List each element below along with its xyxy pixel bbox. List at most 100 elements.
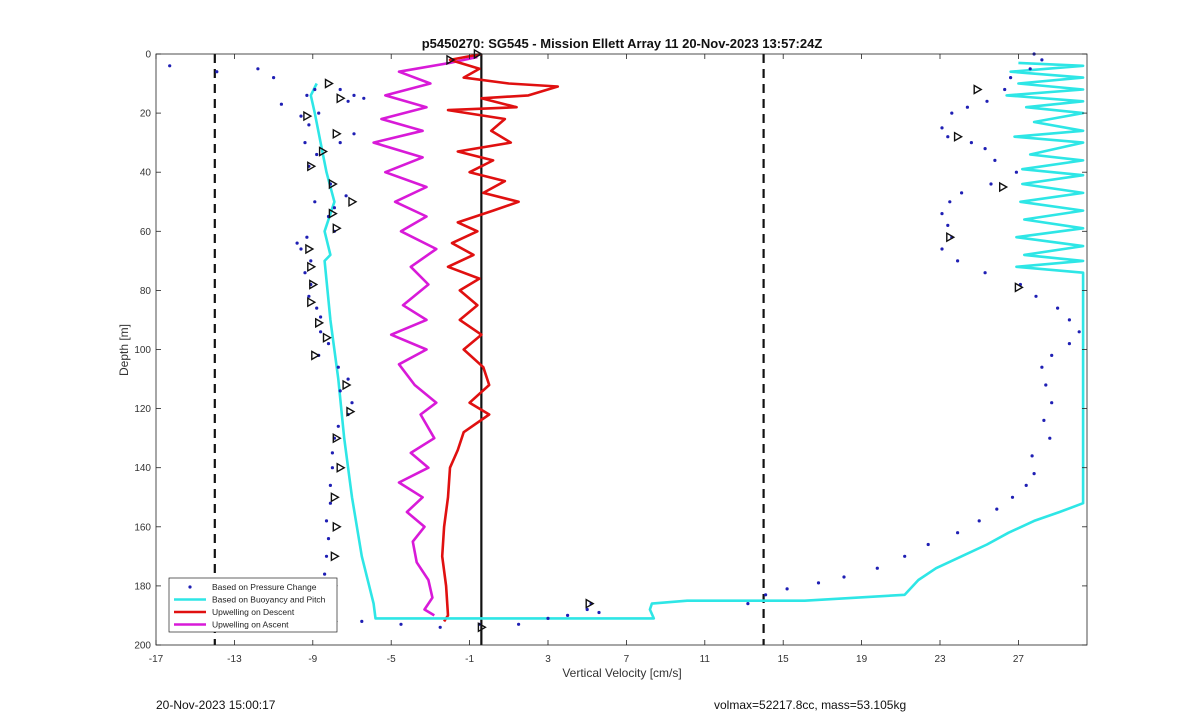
pressure-change-point	[1034, 294, 1038, 298]
pressure-change-point	[1003, 87, 1007, 92]
series-line-based-on-buoyancy-and-pitch	[309, 61, 1085, 620]
triangle-marker	[318, 146, 329, 157]
y-tick-label: 180	[134, 581, 151, 592]
x-tick-label: -9	[308, 654, 317, 665]
x-tick-label: 23	[934, 654, 946, 665]
pressure-change-point	[346, 377, 350, 381]
y-tick-label: 160	[134, 522, 151, 533]
y-tick-label: 40	[140, 168, 152, 179]
triangle-marker	[303, 110, 313, 122]
pressure-change-point	[965, 105, 970, 109]
pressure-change-point	[305, 93, 309, 97]
pressure-change-point	[1009, 76, 1013, 80]
legend-swatch	[188, 585, 192, 589]
pressure-change-point	[1050, 353, 1054, 357]
pressure-change-point	[303, 141, 307, 145]
pressure-change-point	[307, 123, 311, 127]
pressure-change-point	[948, 200, 952, 204]
pressure-change-point	[746, 602, 750, 606]
pressure-change-point	[764, 593, 768, 597]
triangle-marker	[477, 622, 487, 633]
pressure-change-point	[517, 622, 521, 626]
series-line-upwelling-on-ascent	[372, 55, 478, 617]
triangle-marker	[311, 350, 321, 361]
triangle-marker	[322, 332, 332, 343]
pressure-change-point	[875, 566, 879, 570]
pressure-change-point	[324, 519, 329, 523]
pressure-change-point	[995, 507, 999, 511]
triangle-marker	[585, 598, 595, 609]
y-tick-label: 0	[145, 50, 151, 61]
x-axis-label: Vertical Velocity [cm/s]	[562, 666, 681, 680]
triangle-marker	[946, 231, 956, 243]
y-axis-label: Depth [m]	[117, 324, 131, 376]
pressure-change-point	[842, 575, 846, 579]
pressure-change-point	[256, 67, 260, 71]
x-tick-label: 3	[545, 654, 551, 665]
triangle-marker	[446, 54, 456, 66]
pressure-change-point	[816, 581, 821, 585]
triangle-marker	[309, 279, 319, 290]
triangle-marker	[336, 93, 346, 104]
pressure-change-point	[360, 619, 364, 624]
pressure-change-point	[940, 126, 944, 130]
triangle-marker	[307, 261, 317, 273]
pressure-change-point	[330, 451, 334, 455]
pressure-change-point	[346, 99, 350, 103]
triangle-marker	[332, 432, 342, 444]
triangle-marker	[324, 78, 334, 89]
pressure-change-point	[344, 194, 348, 198]
pressure-change-point	[1042, 418, 1046, 422]
y-tick-label: 20	[140, 109, 152, 120]
triangle-marker	[973, 84, 983, 95]
triangle-marker	[348, 196, 358, 208]
x-tick-label: -13	[227, 654, 242, 665]
pressure-change-point	[326, 537, 331, 541]
footer-timestamp: 20-Nov-2023 15:00:17	[156, 698, 276, 712]
triangle-marker	[307, 296, 317, 308]
pressure-change-point	[303, 271, 307, 275]
chart-title: p5450270: SG545 - Mission Ellett Array 1…	[422, 36, 823, 51]
pressure-change-point	[1077, 330, 1081, 334]
y-tick-label: 60	[140, 227, 152, 238]
y-tick-label: 100	[134, 345, 151, 356]
pressure-change-point	[352, 93, 356, 97]
triangle-marker	[999, 181, 1009, 193]
x-tick-label: 7	[624, 654, 630, 665]
pressure-change-point	[1010, 495, 1015, 499]
pressure-change-point	[566, 613, 570, 618]
pressure-change-point	[338, 141, 342, 145]
pressure-change-point	[585, 607, 589, 612]
x-tick-label: -17	[149, 654, 164, 665]
pressure-change-point	[1067, 342, 1071, 346]
triangle-marker	[336, 462, 346, 473]
pressure-change-point	[326, 342, 331, 346]
pressure-change-point	[1014, 170, 1019, 174]
triangle-marker	[1014, 282, 1024, 293]
pressure-change-point	[1044, 383, 1048, 387]
x-tick-label: 27	[1013, 654, 1025, 665]
y-tick-label: 120	[134, 404, 151, 415]
pressure-change-point	[330, 466, 334, 470]
y-tick-label: 80	[140, 286, 152, 297]
legend-label: Upwelling on Descent	[212, 607, 295, 617]
pressure-change-point	[328, 501, 332, 505]
pressure-change-point	[338, 389, 342, 393]
series-line-upwelling-on-descent	[440, 52, 560, 623]
pressure-change-point	[903, 554, 907, 558]
pressure-change-point	[956, 531, 960, 535]
pressure-change-point	[324, 554, 329, 558]
pressure-change-point	[336, 424, 340, 428]
pressure-change-point	[960, 191, 964, 195]
legend-label: Based on Pressure Change	[212, 582, 317, 592]
x-axis-ticks: -17 -13 -9 -5 -1 3 7 11 15 19 23 27	[149, 54, 1025, 665]
pressure-change-point	[319, 315, 323, 319]
pressure-change-point	[946, 135, 950, 139]
pressure-change-point	[299, 114, 303, 118]
pressure-change-point	[215, 70, 219, 74]
pressure-change-point	[350, 401, 354, 405]
pressure-change-point	[309, 259, 313, 263]
pressure-change-point	[299, 247, 303, 251]
series-layer	[168, 52, 1085, 629]
pressure-change-point	[168, 64, 172, 68]
